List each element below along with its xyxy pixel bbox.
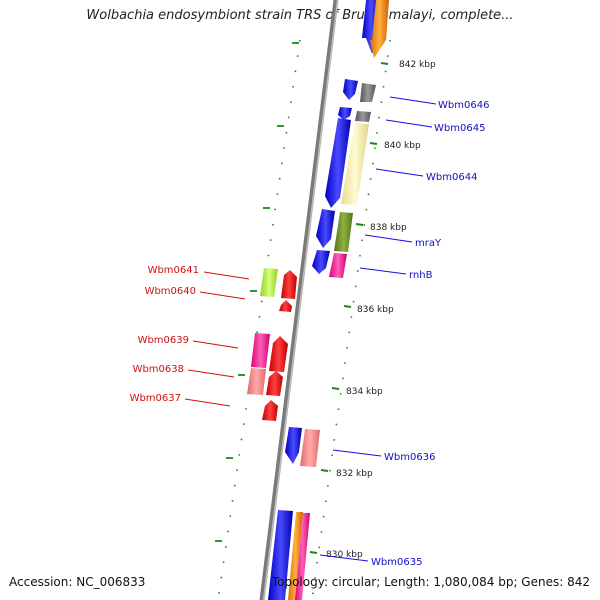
gene-label[interactable]: Wbm0645 bbox=[434, 123, 485, 134]
gene-pink-2[interactable] bbox=[295, 513, 310, 600]
gene-wbm0637[interactable] bbox=[262, 400, 278, 421]
gene-wbm0644[interactable] bbox=[341, 123, 369, 205]
left-strand-genes bbox=[247, 268, 297, 421]
gene-wbm0636[interactable] bbox=[300, 429, 320, 467]
gene-orange-2[interactable] bbox=[288, 512, 303, 600]
gene-label[interactable]: Wbm0637 bbox=[130, 393, 181, 404]
gene-red-3[interactable] bbox=[266, 371, 283, 396]
right-strand-genes bbox=[268, 0, 389, 600]
right-gene-labels: Wbm0646 Wbm0645 Wbm0644 mraY rnhB Wbm063… bbox=[319, 96, 489, 568]
gene-red-1[interactable] bbox=[281, 270, 297, 299]
left-gene-labels: Wbm0641 Wbm0640 Wbm0639 Wbm0638 Wbm0637 bbox=[130, 265, 250, 407]
accession-text: Accession: NC_006833 bbox=[9, 575, 146, 589]
kbp-label: 830 kbp bbox=[326, 550, 363, 560]
gene-gray-2[interactable] bbox=[355, 111, 371, 122]
gene-label[interactable]: Wbm0641 bbox=[148, 265, 199, 276]
gene-blue-long[interactable] bbox=[325, 118, 351, 208]
gene-label[interactable]: Wbm0644 bbox=[426, 172, 477, 183]
gene-blue-rnhb[interactable] bbox=[312, 250, 330, 274]
gene-orange[interactable] bbox=[370, 0, 389, 58]
right-tick-track bbox=[311, 39, 391, 600]
gene-label[interactable]: Wbm0646 bbox=[438, 100, 489, 111]
gene-label[interactable]: rnhB bbox=[409, 270, 433, 281]
genome-backbone bbox=[259, 0, 339, 600]
kbp-scale: 842 kbp 840 kbp 838 kbp 836 kbp 834 kbp … bbox=[309, 60, 436, 560]
gene-mray[interactable] bbox=[334, 212, 353, 252]
gene-wbm0638[interactable] bbox=[247, 368, 266, 395]
gene-blue-wbm0636[interactable] bbox=[285, 427, 302, 464]
gene-wbm0635[interactable] bbox=[268, 510, 293, 600]
gene-label[interactable]: Wbm0638 bbox=[133, 364, 184, 375]
gene-rnhb[interactable] bbox=[329, 253, 347, 278]
gene-label[interactable]: mraY bbox=[415, 238, 442, 249]
kbp-label: 834 kbp bbox=[346, 387, 383, 397]
kbp-label: 840 kbp bbox=[384, 141, 421, 151]
kbp-label: 838 kbp bbox=[370, 223, 407, 233]
kbp-label: 842 kbp bbox=[399, 60, 436, 70]
gene-wbm0640[interactable] bbox=[279, 300, 292, 312]
gene-gray[interactable] bbox=[360, 83, 376, 102]
gene-label[interactable]: Wbm0639 bbox=[138, 335, 189, 346]
gene-label[interactable]: Wbm0636 bbox=[384, 452, 435, 463]
gene-wbm0641[interactable] bbox=[260, 268, 278, 297]
kbp-label: 836 kbp bbox=[357, 305, 394, 315]
gene-label[interactable]: Wbm0640 bbox=[145, 286, 196, 297]
gene-wbm0639[interactable] bbox=[251, 333, 270, 368]
kbp-label: 832 kbp bbox=[336, 469, 373, 479]
left-tick-track bbox=[217, 39, 301, 600]
gene-blue-mray[interactable] bbox=[316, 209, 335, 248]
gene-label[interactable]: Wbm0635 bbox=[371, 557, 422, 568]
gene-wbm0646[interactable] bbox=[343, 79, 358, 100]
left-minor-ticks bbox=[215, 42, 299, 542]
page-title: Wolbachia endosymbiont strain TRS of Bru… bbox=[86, 8, 514, 23]
genome-summary-text: Topology: circular; Length: 1,080,084 bp… bbox=[271, 575, 590, 589]
gene-red-2[interactable] bbox=[269, 336, 288, 372]
gene-wbm0645[interactable] bbox=[338, 107, 352, 120]
